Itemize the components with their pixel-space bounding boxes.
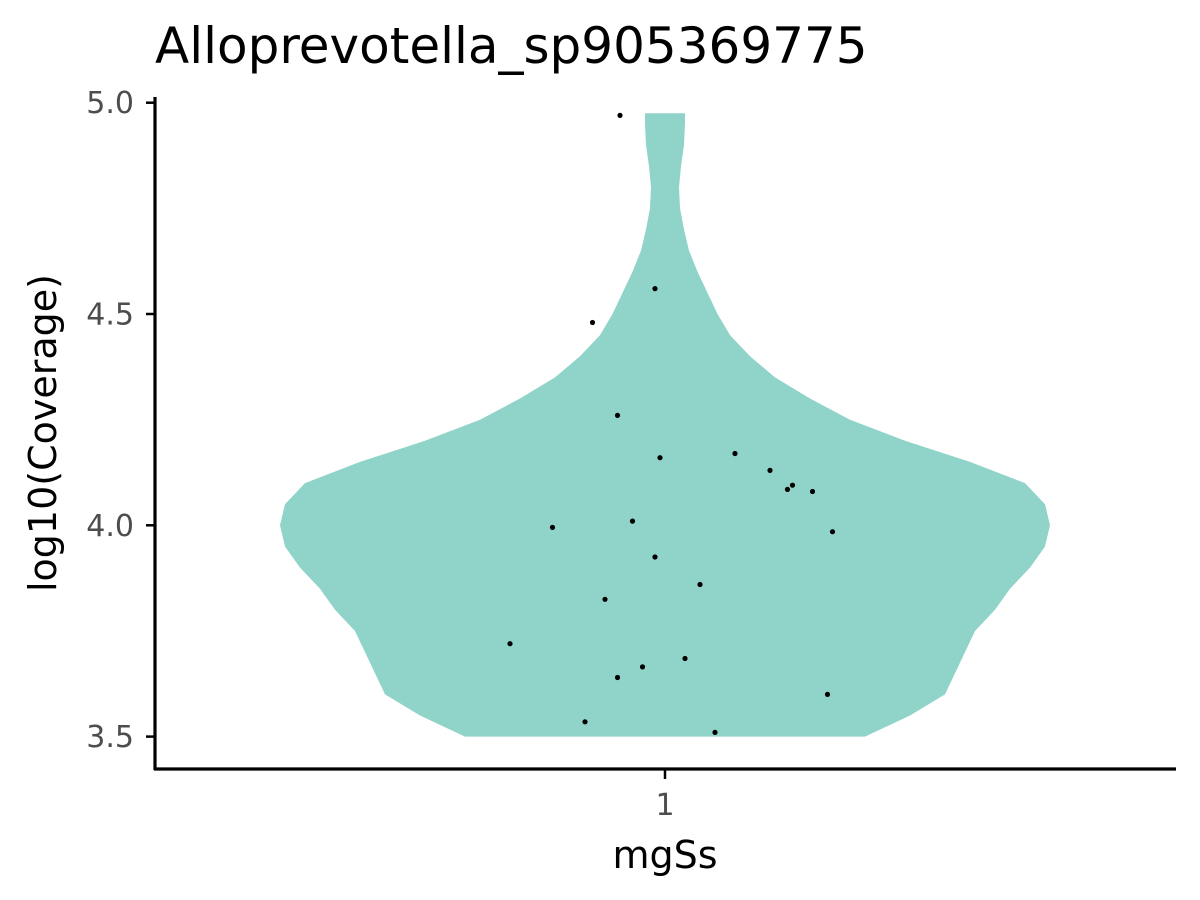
data-point	[712, 729, 718, 736]
data-point	[589, 319, 596, 326]
y-axis-ticks: 3.5 4.0 4.5 5.0	[86, 86, 155, 755]
data-point	[789, 482, 796, 488]
y-axis-label: log10(Coverage)	[21, 274, 65, 592]
data-point	[652, 286, 658, 292]
chart-title: Alloprevotella_sp905369775	[155, 17, 868, 75]
data-point	[639, 664, 646, 670]
data-point	[629, 518, 636, 524]
data-point	[784, 486, 791, 492]
data-point	[697, 581, 703, 588]
y-tick-label: 5.0	[86, 86, 134, 121]
data-point	[617, 112, 623, 118]
plot-area	[280, 112, 1050, 737]
data-point	[652, 554, 658, 560]
x-tick-label: 1	[655, 788, 674, 823]
data-points	[507, 112, 836, 736]
data-point	[549, 524, 556, 531]
data-point	[614, 412, 621, 418]
data-point	[732, 450, 738, 457]
violin-shape	[280, 113, 1050, 737]
x-axis-ticks: 1	[655, 770, 675, 823]
data-point	[614, 674, 621, 681]
data-point	[507, 641, 513, 647]
data-point	[682, 655, 688, 662]
data-point	[767, 467, 773, 473]
y-tick-label: 4.5	[86, 298, 134, 333]
data-point	[657, 455, 663, 461]
y-tick-label: 4.0	[86, 509, 134, 544]
data-point	[809, 488, 816, 495]
data-point	[829, 529, 836, 535]
y-tick-label: 3.5	[86, 720, 134, 755]
data-point	[582, 719, 588, 725]
data-point	[824, 691, 831, 698]
x-axis-label: mgSs	[612, 833, 717, 877]
data-point	[602, 596, 608, 602]
